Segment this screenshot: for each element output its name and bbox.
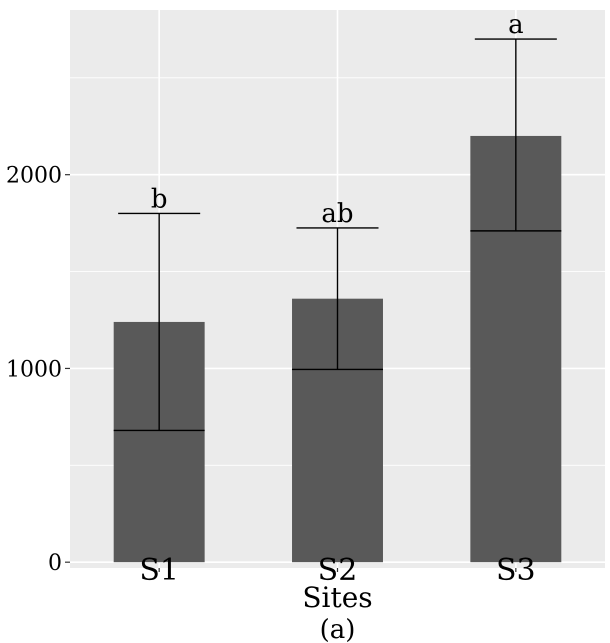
panel-caption: (a): [320, 615, 356, 643]
x-tick-label: S3: [496, 553, 536, 588]
x-tick-label: S2: [318, 553, 358, 588]
x-axis: S1 S2 S3: [139, 553, 535, 588]
x-tick-label: S1: [139, 553, 179, 588]
y-tick-label: 2000: [6, 164, 62, 189]
significance-letter-S2: ab: [321, 199, 353, 229]
x-axis-title: Sites: [302, 581, 372, 614]
bars: b ab a: [113, 10, 562, 563]
y-axis: 0 1000 2000: [6, 164, 70, 576]
significance-letter-S3: a: [508, 10, 524, 40]
y-tick-label: 0: [48, 551, 62, 576]
y-tick-label: 1000: [6, 357, 62, 382]
significance-letter-S1: b: [151, 184, 168, 214]
